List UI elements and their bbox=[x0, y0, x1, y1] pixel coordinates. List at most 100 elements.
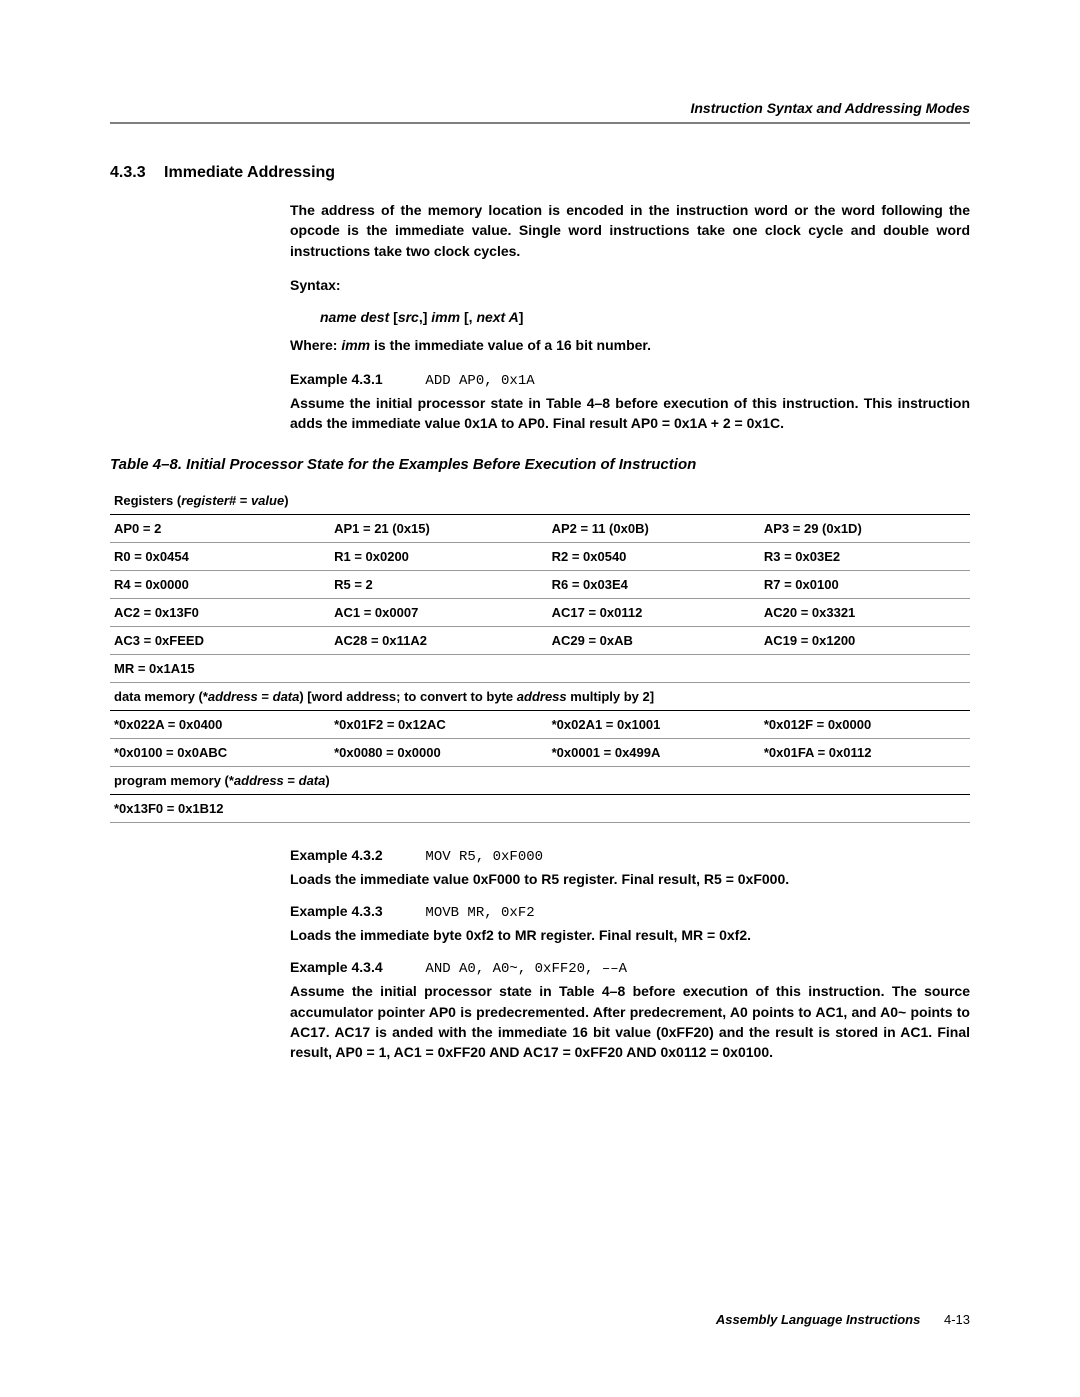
regheader-ital1: register# bbox=[181, 493, 236, 508]
syntax-p4: ,] bbox=[419, 309, 431, 325]
header-rule bbox=[110, 122, 970, 124]
examples-block: Example 4.3.2 MOV R5, 0xF000 Loads the i… bbox=[290, 847, 970, 1063]
table-cell: R1 = 0x0200 bbox=[330, 542, 548, 570]
running-header: Instruction Syntax and Addressing Modes bbox=[110, 100, 970, 116]
example-1-code: ADD AP0, 0x1A bbox=[425, 373, 534, 389]
table-cell bbox=[548, 654, 760, 682]
table-cell: *0x01FA = 0x0112 bbox=[760, 738, 970, 766]
ex3-mid: = bbox=[703, 927, 719, 943]
progmem-header: program memory (*address = data) bbox=[110, 766, 970, 794]
table-cell: *0x0080 = 0x0000 bbox=[330, 738, 548, 766]
where-line: Where: imm is the immediate value of a 1… bbox=[290, 337, 970, 353]
pm-mid: = bbox=[284, 773, 299, 788]
table-cell: R2 = 0x0540 bbox=[548, 542, 760, 570]
table-cell: AP0 = 2 bbox=[110, 514, 330, 542]
syntax-p2: [ bbox=[389, 309, 398, 325]
example-2-header: Example 4.3.2 MOV R5, 0xF000 bbox=[290, 847, 970, 865]
table-cell: MR = 0x1A15 bbox=[110, 654, 330, 682]
example-1-label: Example 4.3.1 bbox=[290, 371, 383, 387]
example-1-header: Example 4.3.1 ADD AP0, 0x1A bbox=[290, 371, 970, 389]
example-3-label: Example 4.3.3 bbox=[290, 903, 383, 919]
footer-page: 4-13 bbox=[944, 1312, 970, 1327]
syntax-p3: src bbox=[398, 309, 419, 325]
example-2-code: MOV R5, 0xF000 bbox=[425, 849, 543, 865]
table-cell: AP3 = 29 (0x1D) bbox=[760, 514, 970, 542]
table-cell: *0x012F = 0x0000 bbox=[760, 710, 970, 738]
pm-prefix: program memory (* bbox=[114, 773, 234, 788]
regheader-ital2: value bbox=[251, 493, 284, 508]
table-cell: AC3 = 0xFEED bbox=[110, 626, 330, 654]
table-cell: AP2 = 11 (0x0B) bbox=[548, 514, 760, 542]
dm-suffix: multiply by 2] bbox=[567, 689, 654, 704]
table-cell: *0x022A = 0x0400 bbox=[110, 710, 330, 738]
table-cell: AC2 = 0x13F0 bbox=[110, 598, 330, 626]
where-prefix: Where: bbox=[290, 337, 341, 353]
example-3-text: Loads the immediate byte 0xf2 to MR regi… bbox=[290, 925, 970, 945]
table-cell: R7 = 0x0100 bbox=[760, 570, 970, 598]
example-4-header: Example 4.3.4 AND A0, A0~, 0xFF20, ––A bbox=[290, 959, 970, 977]
table-cell: *0x0100 = 0x0ABC bbox=[110, 738, 330, 766]
table-cell: AC20 = 0x3321 bbox=[760, 598, 970, 626]
table-cell: R3 = 0x03E2 bbox=[760, 542, 970, 570]
dm-ital2: data bbox=[273, 689, 300, 704]
table-cell: *0x02A1 = 0x1001 bbox=[548, 710, 760, 738]
table-cell: R5 = 2 bbox=[330, 570, 548, 598]
dm-ital3: address bbox=[517, 689, 567, 704]
footer-title: Assembly Language Instructions bbox=[716, 1312, 920, 1327]
table-cell: *0x0001 = 0x499A bbox=[548, 738, 760, 766]
table-cell bbox=[760, 794, 970, 822]
dm-ital1: address bbox=[208, 689, 258, 704]
table-cell bbox=[760, 654, 970, 682]
dm-mid1: = bbox=[258, 689, 273, 704]
syntax-p8: ] bbox=[519, 309, 524, 325]
processor-state-table: Registers (register# = value) AP0 = 2AP1… bbox=[110, 487, 970, 823]
table-cell: R0 = 0x0454 bbox=[110, 542, 330, 570]
section-heading: 4.3.3 Immediate Addressing bbox=[110, 164, 970, 182]
regheader-suffix: ) bbox=[284, 493, 288, 508]
where-suffix: is the immediate value of a 16 bit numbe… bbox=[370, 337, 651, 353]
table-cell: *0x13F0 = 0x1B12 bbox=[110, 794, 330, 822]
pm-suffix: ) bbox=[325, 773, 329, 788]
dm-mid2: ) [word address; to convert to byte bbox=[299, 689, 516, 704]
example-3-code: MOVB MR, 0xF2 bbox=[425, 905, 534, 921]
pm-ital2: data bbox=[299, 773, 326, 788]
table-cell bbox=[330, 794, 548, 822]
table-cell: *0x01F2 = 0x12AC bbox=[330, 710, 548, 738]
table-cell bbox=[330, 654, 548, 682]
page-footer: Assembly Language Instructions 4-13 bbox=[716, 1312, 970, 1327]
registers-header: Registers (register# = value) bbox=[110, 487, 970, 515]
example-3-header: Example 4.3.3 MOVB MR, 0xF2 bbox=[290, 903, 970, 921]
syntax-p7: next A bbox=[476, 309, 518, 325]
table-cell: AP1 = 21 (0x15) bbox=[330, 514, 548, 542]
syntax-p1: name dest bbox=[320, 309, 389, 325]
table-caption: Table 4–8. Initial Processor State for t… bbox=[110, 456, 970, 473]
datamem-header: data memory (*address = data) [word addr… bbox=[110, 682, 970, 710]
table-cell: AC17 = 0x0112 bbox=[548, 598, 760, 626]
example-4-code: AND A0, A0~, 0xFF20, ––A bbox=[425, 961, 627, 977]
table-cell: R4 = 0x0000 bbox=[110, 570, 330, 598]
section-number: 4.3.3 bbox=[110, 164, 146, 181]
example-1-text: Assume the initial processor state in Ta… bbox=[290, 393, 970, 434]
syntax-p6: [, bbox=[464, 309, 476, 325]
section-title: Immediate Addressing bbox=[164, 164, 335, 181]
table-cell: R6 = 0x03E4 bbox=[548, 570, 760, 598]
table-cell: AC28 = 0x11A2 bbox=[330, 626, 548, 654]
regheader-mid: = bbox=[236, 493, 251, 508]
example-2-text: Loads the immediate value 0xF000 to R5 r… bbox=[290, 869, 970, 889]
syntax-p5: imm bbox=[431, 309, 464, 325]
table-cell: AC29 = 0xAB bbox=[548, 626, 760, 654]
example-4-text: Assume the initial processor state in Ta… bbox=[290, 981, 970, 1062]
ex3-suffix: 0xf2. bbox=[719, 927, 751, 943]
example-2-label: Example 4.3.2 bbox=[290, 847, 383, 863]
dm-prefix: data memory (* bbox=[114, 689, 208, 704]
where-imm: imm bbox=[341, 337, 370, 353]
syntax-line: name dest [src,] imm [, next A] bbox=[320, 309, 970, 325]
ex3-prefix: Loads the immediate byte 0xf2 to MR regi… bbox=[290, 927, 703, 943]
regheader-prefix: Registers ( bbox=[114, 493, 181, 508]
pm-ital1: address bbox=[234, 773, 284, 788]
table-cell: AC1 = 0x0007 bbox=[330, 598, 548, 626]
table-cell bbox=[548, 794, 760, 822]
table-cell: AC19 = 0x1200 bbox=[760, 626, 970, 654]
example-4-label: Example 4.3.4 bbox=[290, 959, 383, 975]
body-block: The address of the memory location is en… bbox=[290, 200, 970, 434]
